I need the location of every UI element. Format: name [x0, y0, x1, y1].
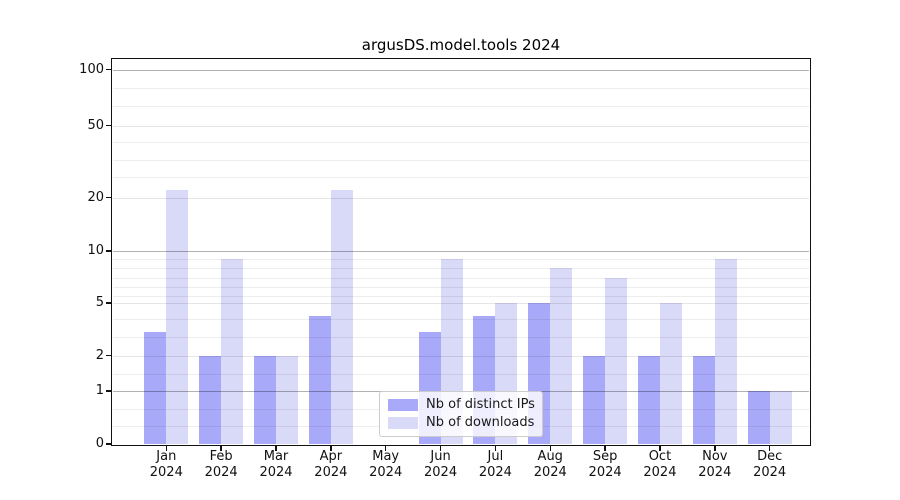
x-tick-label-8: Sep 2024 [588, 449, 622, 480]
x-tick-label-6: Jul 2024 [478, 449, 512, 480]
y-tick-label-5: 5 [95, 295, 104, 310]
x-tick-label-5: Jun 2024 [424, 449, 458, 480]
x-tick-mark-0 [165, 446, 168, 451]
legend-swatch-downloads [388, 417, 418, 429]
x-tick-mark-2 [275, 446, 277, 451]
x-tick-label-9: Oct 2024 [643, 449, 677, 480]
y-tick-label-100: 100 [79, 61, 104, 77]
y-tick-label-50: 50 [87, 117, 104, 133]
x-tick-label-0: Jan 2024 [149, 449, 183, 480]
chart-title: argusDS.model.tools 2024 [361, 36, 561, 54]
y-tick-label-0: 0 [95, 436, 104, 451]
x-tick-mark-10 [714, 446, 716, 451]
y-tick-label-10: 10 [87, 243, 104, 258]
x-tick-label-7: Aug 2024 [533, 449, 567, 480]
x-tick-mark-6 [494, 446, 497, 451]
x-tick-mark-3 [330, 446, 332, 451]
legend-item-distinct-ips: Nb of distinct IPs [388, 397, 535, 413]
x-tick-label-1: Feb 2024 [204, 449, 238, 480]
legend-item-downloads: Nb of downloads [388, 415, 534, 431]
x-tick-label-4: May 2024 [369, 449, 403, 480]
legend: Nb of distinct IPs Nb of downloads [379, 391, 543, 437]
x-tick-mark-1 [220, 446, 222, 451]
legend-label-downloads: Nb of downloads [426, 415, 535, 430]
y-tick-label-1: 1 [95, 383, 104, 398]
legend-swatch-distinct-ips [388, 399, 418, 411]
x-tick-mark-8 [604, 446, 606, 451]
x-tick-label-10: Nov 2024 [698, 449, 732, 480]
x-tick-label-2: Mar 2024 [259, 449, 293, 480]
plot-area [111, 58, 811, 446]
y-tick-label-2: 2 [95, 347, 104, 363]
x-tick-mark-7 [549, 446, 551, 451]
y-tick-label-20: 20 [87, 189, 104, 205]
x-tick-label-3: Apr 2024 [314, 449, 348, 480]
x-tick-label-11: Dec 2024 [753, 449, 787, 480]
legend-label-distinct-ips: Nb of distinct IPs [426, 397, 535, 412]
x-tick-mark-5 [439, 446, 442, 451]
x-tick-mark-4 [384, 446, 387, 451]
x-tick-mark-11 [768, 446, 771, 451]
x-tick-mark-9 [659, 446, 661, 451]
